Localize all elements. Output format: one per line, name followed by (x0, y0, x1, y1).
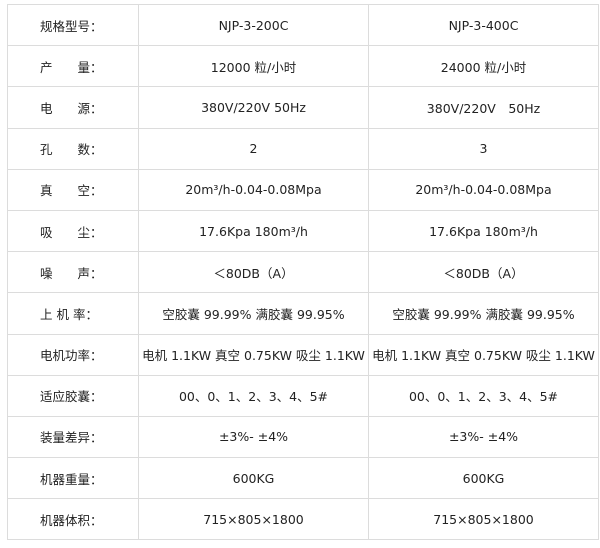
table-row: 装量差异： ±3%- ±4% ±3%- ±4% (7, 415, 599, 459)
spec-value-200c: 00、0、1、2、3、4、5# (138, 374, 369, 417)
spec-label: 吸 尘： (7, 209, 139, 253)
spec-label: 装量差异： (7, 415, 139, 459)
spec-label: 噪 声： (7, 251, 139, 294)
spec-value-200c: ＜80DB（A） (138, 251, 369, 294)
spec-value-400c: 空胶囊 99.99% 满胶囊 99.95% (368, 292, 599, 335)
spec-label: 产 量： (7, 45, 139, 88)
spec-label: 上 机 率： (7, 292, 139, 335)
spec-label: 电 源： (7, 86, 139, 129)
spec-label: 规格型号： (7, 3, 139, 47)
spec-value-400c: 380V/220V 50Hz (368, 86, 599, 129)
spec-value-200c: 600KG (138, 457, 369, 500)
spec-value-400c: 20m³/h-0.04-0.08Mpa (368, 168, 599, 211)
spec-value-200c: 715×805×1800 (138, 498, 369, 541)
spec-table: 规格型号： NJP-3-200C NJP-3-400C 产 量： 12000 粒/小时 2… (7, 3, 599, 541)
spec-value-400c: 3 (368, 127, 599, 170)
table-row: 噪 声： ＜80DB（A） ＜80DB（A） (7, 251, 599, 294)
spec-value-200c: 2 (138, 127, 369, 170)
spec-value-400c: 24000 粒/小时 (368, 45, 599, 88)
table-row: 规格型号： NJP-3-200C NJP-3-400C (7, 3, 599, 47)
spec-label: 孔 数： (7, 127, 139, 170)
spec-value-400c: ＜80DB（A） (368, 251, 599, 294)
spec-label: 机器重量： (7, 457, 139, 500)
spec-value-400c: 17.6Kpa 180m³/h (368, 209, 599, 253)
spec-value-200c: 电机 1.1KW 真空 0.75KW 吸尘 1.1KW (138, 333, 369, 376)
spec-value-400c: NJP-3-400C (368, 3, 599, 47)
table-row: 孔 数： 2 3 (7, 127, 599, 170)
spec-value-400c: 电机 1.1KW 真空 0.75KW 吸尘 1.1KW (368, 333, 599, 376)
spec-value-400c: 00、0、1、2、3、4、5# (368, 374, 599, 417)
table-row: 机器重量： 600KG 600KG (7, 457, 599, 500)
spec-value-200c: 20m³/h-0.04-0.08Mpa (138, 168, 369, 211)
spec-value-200c: NJP-3-200C (138, 3, 369, 47)
spec-value-200c: 17.6Kpa 180m³/h (138, 209, 369, 253)
spec-value-200c: 380V/220V 50Hz (138, 86, 369, 129)
table-row: 电机功率： 电机 1.1KW 真空 0.75KW 吸尘 1.1KW 电机 1.1KW… (7, 333, 599, 376)
spec-label: 机器体积： (7, 498, 139, 541)
table-row: 产 量： 12000 粒/小时 24000 粒/小时 (7, 45, 599, 88)
spec-value-400c: 600KG (368, 457, 599, 500)
table-row: 上 机 率： 空胶囊 99.99% 满胶囊 99.95% 空胶囊 99.99% 满胶… (7, 292, 599, 335)
table-row: 机器体积： 715×805×1800 715×805×1800 (7, 498, 599, 541)
table-row: 适应胶囊： 00、0、1、2、3、4、5# 00、0、1、2、3、4、5# (7, 374, 599, 417)
spec-value-400c: ±3%- ±4% (368, 415, 599, 459)
table-row: 电 源： 380V/220V 50Hz 380V/220V 50Hz (7, 86, 599, 129)
spec-value-200c: 12000 粒/小时 (138, 45, 369, 88)
spec-value-400c: 715×805×1800 (368, 498, 599, 541)
spec-value-200c: ±3%- ±4% (138, 415, 369, 459)
table-row: 吸 尘： 17.6Kpa 180m³/h 17.6Kpa 180m³/h (7, 209, 599, 253)
spec-label: 适应胶囊： (7, 374, 139, 417)
table-row: 真 空： 20m³/h-0.04-0.08Mpa 20m³/h-0.04-0.08M… (7, 168, 599, 211)
spec-label: 电机功率： (7, 333, 139, 376)
spec-label: 真 空： (7, 168, 139, 211)
spec-value-200c: 空胶囊 99.99% 满胶囊 99.95% (138, 292, 369, 335)
